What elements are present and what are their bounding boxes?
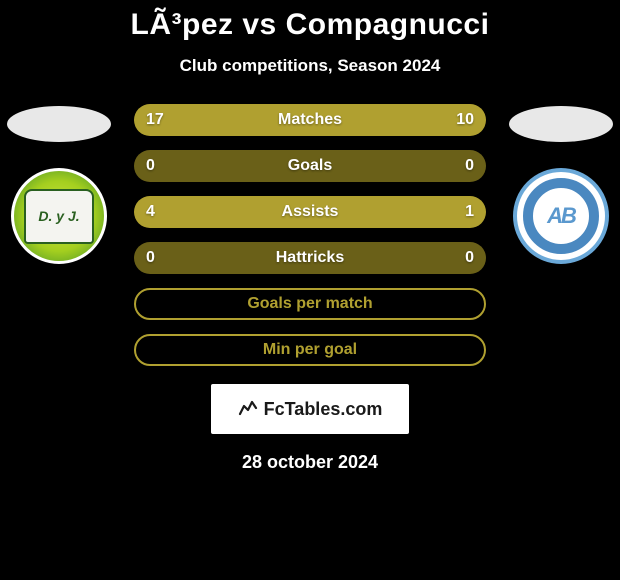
stat-row-assists: 4Assists1 (134, 196, 486, 228)
left-player-silhouette (7, 106, 111, 142)
left-club-badge-text: D. y J. (24, 189, 94, 244)
stat-value-right: 10 (456, 111, 474, 129)
stat-label: Assists (134, 203, 486, 221)
stat-value-right: 0 (465, 249, 474, 267)
stats-column: 17Matches100Goals04Assists10Hattricks0Go… (134, 104, 486, 366)
main-area: D. y J. 17Matches100Goals04Assists10Hatt… (0, 104, 620, 366)
page-title: LÃ³pez vs Compagnucci (0, 8, 620, 42)
stat-label: Goals (134, 157, 486, 175)
stat-label: Matches (134, 111, 486, 129)
stat-row-min-per-goal: Min per goal (134, 334, 486, 366)
left-club-badge: D. y J. (11, 168, 107, 264)
right-player-col: AB (506, 104, 616, 264)
footer-brand-text: FcTables.com (264, 399, 383, 420)
left-player-col: D. y J. (4, 104, 114, 264)
stat-row-matches: 17Matches10 (134, 104, 486, 136)
right-club-badge-ring: AB (523, 178, 599, 254)
right-club-badge-text: AB (547, 203, 575, 229)
right-club-badge: AB (513, 168, 609, 264)
footer-brand-logo[interactable]: FcTables.com (211, 384, 409, 434)
comparison-card: LÃ³pez vs Compagnucci Club competitions,… (0, 0, 620, 473)
stat-row-hattricks: 0Hattricks0 (134, 242, 486, 274)
snapshot-date: 28 october 2024 (0, 452, 620, 473)
fctables-icon (238, 398, 258, 421)
subtitle: Club competitions, Season 2024 (0, 56, 620, 76)
stat-value-right: 0 (465, 157, 474, 175)
stat-value-right: 1 (465, 203, 474, 221)
stat-row-goals-per-match: Goals per match (134, 288, 486, 320)
stat-row-goals: 0Goals0 (134, 150, 486, 182)
stat-label: Hattricks (134, 249, 486, 267)
right-player-silhouette (509, 106, 613, 142)
